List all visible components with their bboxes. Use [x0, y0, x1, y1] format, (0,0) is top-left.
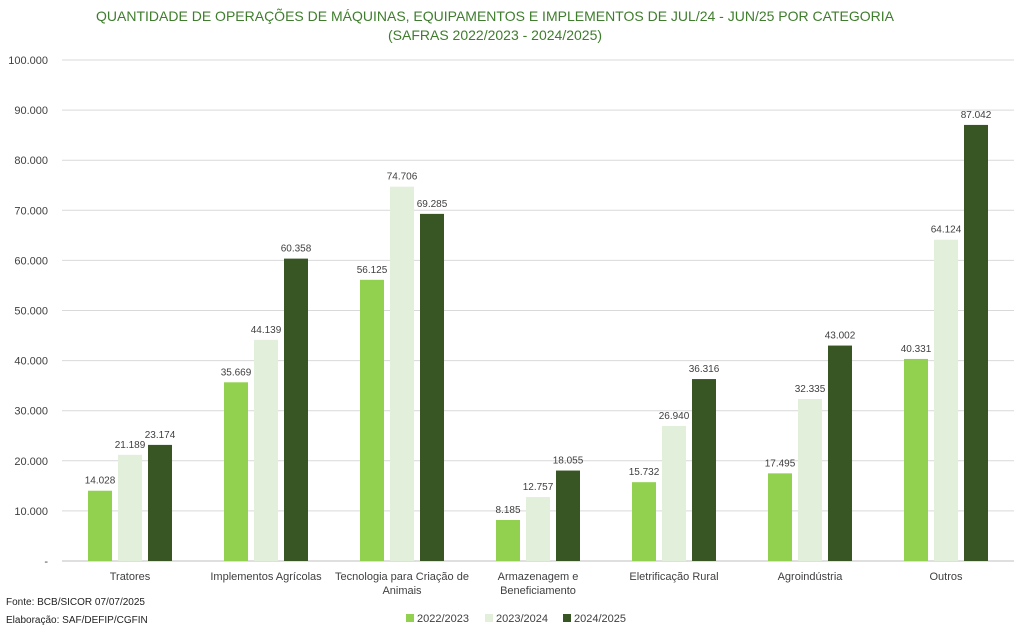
- y-tick-label: 90.000: [14, 105, 48, 117]
- bar: [390, 186, 414, 561]
- legend-label: 2023/2024: [496, 613, 548, 625]
- data-label: 17.495: [765, 458, 796, 469]
- data-label: 44.139: [251, 325, 282, 336]
- y-tick-label: 80.000: [14, 155, 48, 167]
- y-tick-label: 40.000: [14, 356, 48, 368]
- bar: [768, 473, 792, 561]
- data-label: 12.757: [523, 482, 554, 493]
- y-tick-label: 10.000: [14, 506, 48, 518]
- data-label: 60.358: [281, 244, 312, 255]
- bar: [526, 497, 550, 561]
- y-tick-label: -: [44, 556, 48, 568]
- chart-subtitle: (SAFRAS 2022/2023 - 2024/2025): [387, 27, 603, 43]
- data-label: 23.174: [145, 430, 176, 441]
- data-label: 74.706: [387, 172, 418, 183]
- data-label: 8.185: [495, 505, 520, 516]
- y-tick-label: 100.000: [8, 55, 48, 67]
- data-label: 40.331: [901, 344, 932, 355]
- data-label: 32.335: [795, 384, 826, 395]
- bar: [284, 258, 308, 561]
- category-label: Eletrificação Rural: [629, 571, 718, 583]
- source-note: Fonte: BCB/SICOR 07/07/2025: [6, 597, 145, 608]
- credit-note: Elaboração: SAF/DEFIP/CGFIN: [6, 615, 148, 626]
- bar: [420, 213, 444, 562]
- legend-label: 2024/2025: [574, 613, 626, 625]
- bar: [224, 382, 248, 561]
- bar: [662, 426, 686, 561]
- legend-swatch: [563, 614, 571, 622]
- bar: [934, 239, 958, 561]
- bar: [88, 490, 112, 561]
- bar: [798, 399, 822, 561]
- legend-label: 2022/2023: [417, 613, 469, 625]
- y-tick-label: 60.000: [14, 255, 48, 267]
- category-label: Armazenagem e: [498, 571, 579, 583]
- data-label: 14.028: [85, 476, 116, 487]
- data-label: 36.316: [689, 364, 720, 375]
- bar: [496, 519, 520, 561]
- y-tick-label: 50.000: [14, 306, 48, 318]
- data-label: 35.669: [221, 367, 252, 378]
- bar: [556, 470, 580, 561]
- category-label: Outros: [929, 571, 963, 583]
- bar: [148, 444, 172, 561]
- category-label: Tecnologia para Criação de: [335, 571, 469, 583]
- data-label: 69.285: [417, 199, 448, 210]
- y-tick-label: 20.000: [14, 456, 48, 468]
- data-label: 18.055: [553, 456, 584, 467]
- category-label: Implementos Agrícolas: [210, 571, 322, 583]
- data-label: 64.124: [931, 225, 962, 236]
- bar: [964, 124, 988, 561]
- chart-title: QUANTIDADE DE OPERAÇÕES DE MÁQUINAS, EQU…: [96, 8, 894, 24]
- bar: [904, 358, 928, 561]
- bar: [254, 339, 278, 561]
- category-label: Animais: [382, 585, 422, 597]
- category-label: Beneficiamento: [500, 585, 576, 597]
- legend-swatch: [406, 614, 414, 622]
- category-label: Agroindústria: [778, 571, 844, 583]
- data-label: 43.002: [825, 331, 856, 342]
- data-label: 21.189: [115, 440, 146, 451]
- bar: [692, 379, 716, 561]
- y-tick-label: 70.000: [14, 205, 48, 217]
- category-label: Tratores: [110, 571, 151, 583]
- legend-swatch: [485, 614, 493, 622]
- bar: [118, 454, 142, 561]
- y-tick-label: 30.000: [14, 406, 48, 418]
- data-label: 56.125: [357, 265, 388, 276]
- data-label: 26.940: [659, 411, 690, 422]
- bar: [828, 345, 852, 561]
- data-label: 87.042: [961, 110, 992, 121]
- data-label: 15.732: [629, 467, 660, 478]
- bar: [360, 279, 384, 561]
- bar: [632, 482, 656, 561]
